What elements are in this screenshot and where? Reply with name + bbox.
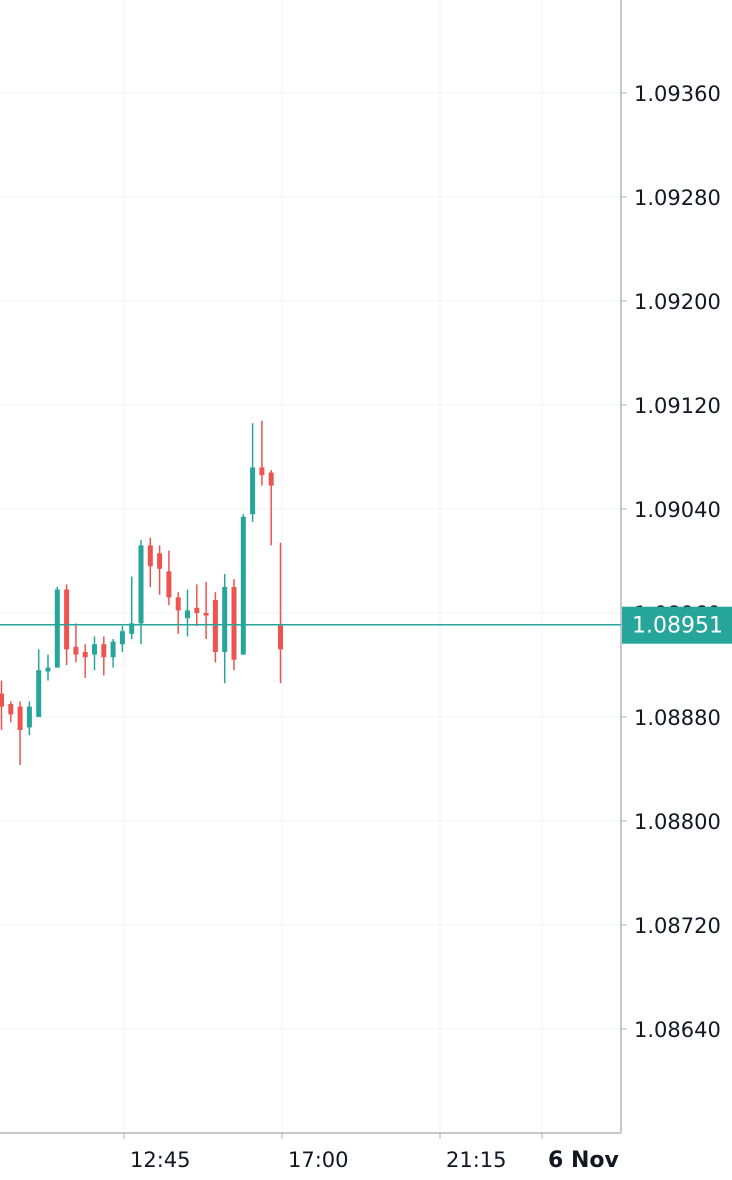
candle [268, 470, 274, 546]
candle [222, 574, 228, 684]
candle [259, 420, 265, 486]
candle-body [166, 571, 172, 598]
grid-lines [0, 0, 621, 1133]
candle-body [36, 670, 42, 717]
current-price-layer: 1.08951 [0, 606, 732, 644]
current-price-label: 1.08951 [632, 614, 723, 639]
x-tick-label: 21:15 [446, 1148, 507, 1172]
candle-body [250, 467, 256, 515]
y-tick-label: 1.09280 [634, 186, 721, 210]
candle-body [259, 467, 265, 476]
x-tick-label: 17:00 [288, 1148, 349, 1172]
candle [82, 644, 88, 678]
candle-body [119, 631, 125, 645]
candle-body [26, 706, 32, 728]
candle-body [64, 589, 70, 650]
candle-body [138, 545, 144, 624]
candle-body [73, 646, 79, 655]
candle [157, 545, 163, 595]
candle [54, 587, 60, 668]
candle-body [45, 667, 51, 672]
candle-body [231, 587, 237, 660]
candle-body [110, 641, 116, 658]
candle [147, 537, 153, 587]
y-tick-label: 1.09200 [634, 290, 721, 314]
candle-body [278, 624, 283, 650]
y-tick-label: 1.08640 [634, 1018, 721, 1042]
candle [194, 584, 200, 626]
y-tick-label: 1.08720 [634, 914, 721, 938]
candle [92, 636, 97, 671]
candle [203, 581, 209, 639]
candle-body [92, 644, 97, 655]
candle [250, 423, 256, 522]
y-tick-label: 1.08880 [634, 706, 721, 730]
y-tick-label: 1.09120 [634, 394, 721, 418]
candle-body [185, 610, 190, 619]
candle-body [147, 545, 153, 567]
candle-body [175, 597, 181, 611]
candle [278, 542, 283, 684]
y-tick-label: 1.09360 [634, 82, 721, 106]
candle-body [8, 704, 14, 715]
candle-body [129, 623, 135, 634]
current-price-tag [622, 606, 732, 644]
candle-body [268, 472, 274, 486]
candle-body [82, 652, 88, 658]
x-tick-label: 12:45 [130, 1148, 191, 1172]
candle-body [101, 644, 107, 658]
candle [175, 592, 181, 634]
candle-body [240, 516, 246, 655]
candle-body [194, 607, 200, 613]
candle [166, 550, 172, 606]
candles-layer [0, 420, 283, 766]
candle [110, 639, 116, 668]
candle [119, 626, 125, 652]
candle-body [54, 589, 60, 668]
candle-body [157, 553, 163, 569]
axes-layer: 1.09360 1.09280 1.09200 1.09120 1.09040 1.089… [0, 0, 721, 1173]
candle-body [17, 706, 23, 730]
candle [8, 701, 14, 723]
candle [36, 649, 42, 717]
x-tick-label: 6 Nov [548, 1148, 619, 1173]
candle-body [203, 613, 209, 616]
candle [17, 701, 23, 766]
candle-body [0, 693, 4, 707]
candle [240, 514, 246, 655]
candle-body [222, 587, 228, 652]
candle [101, 636, 107, 676]
candle [45, 654, 51, 681]
candle [0, 680, 4, 730]
candle [212, 592, 218, 663]
candle [138, 540, 144, 645]
candle [129, 576, 135, 639]
candle [185, 589, 190, 637]
candle [73, 623, 79, 663]
y-tick-label: 1.08800 [634, 810, 721, 834]
candle-body [212, 600, 218, 652]
y-tick-label: 1.09040 [634, 498, 721, 522]
candle [26, 701, 32, 736]
